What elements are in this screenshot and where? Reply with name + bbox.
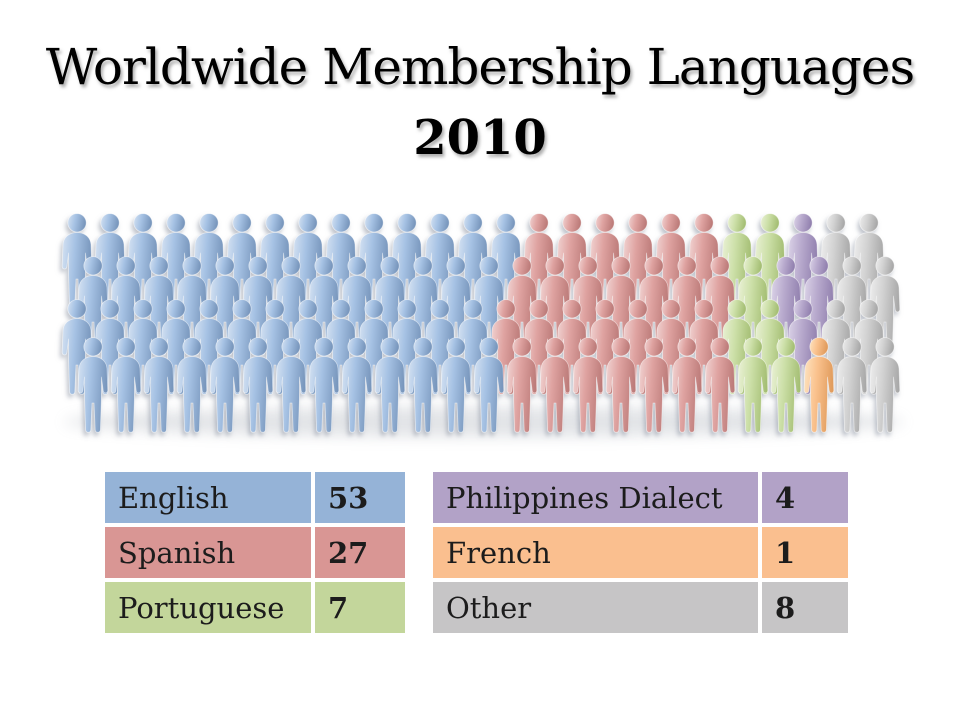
language-value-cell-spanish: 27	[315, 527, 405, 578]
pictograph-svg	[61, 213, 901, 433]
language-name-cell-philippines: Philippines Dialect	[433, 472, 758, 523]
language-value-cell-other: 8	[762, 582, 848, 633]
language-table-left: English 53 Spanish 27 Portuguese 7	[105, 472, 405, 633]
language-name-cell-french: French	[433, 527, 758, 578]
membership-pictograph	[0, 200, 960, 450]
language-name-cell-other: Other	[433, 582, 758, 633]
slide-year: 2010	[413, 110, 547, 166]
language-table-right: Philippines Dialect 4 French 1 Other 8	[433, 472, 848, 633]
language-value-cell-english: 53	[315, 472, 405, 523]
language-name-cell-spanish: Spanish	[105, 527, 311, 578]
language-value-cell-french: 1	[762, 527, 848, 578]
language-name-cell-portuguese: Portuguese	[105, 582, 311, 633]
title-block: Worldwide Membership Languages 2010	[0, 38, 960, 166]
slide-title: Worldwide Membership Languages	[45, 38, 915, 96]
language-value-cell-philippines: 4	[762, 472, 848, 523]
language-value-cell-portuguese: 7	[315, 582, 405, 633]
language-name-cell-english: English	[105, 472, 311, 523]
